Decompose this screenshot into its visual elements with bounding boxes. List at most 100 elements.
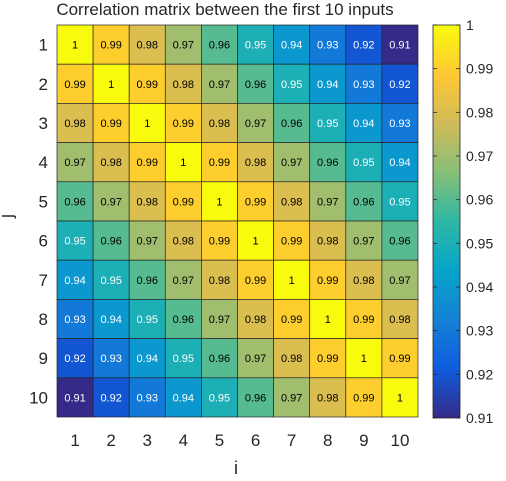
cell-value-label: 0.99 [389, 353, 410, 365]
cell-value-label: 0.99 [137, 157, 158, 169]
heatmap-cell [309, 338, 347, 379]
colorbar-tick-label: 1 [466, 17, 474, 33]
heatmap-cell [128, 220, 166, 261]
cell-value-label: 0.99 [317, 353, 338, 365]
heatmap-cell [92, 377, 130, 418]
heatmap-cell [345, 103, 383, 143]
cell-value-label: 0.92 [64, 353, 85, 365]
cell-value-label: 0.99 [281, 236, 302, 248]
cell-value-label: 0.95 [353, 157, 374, 169]
cell-value-label: 0.99 [317, 275, 338, 287]
cell-value-label: 0.97 [389, 275, 410, 287]
cell-value-label: 0.96 [100, 236, 121, 248]
heatmap-cell [164, 299, 202, 339]
cell-value-label: 0.97 [173, 275, 194, 287]
cell-value-label: 0.94 [281, 40, 302, 52]
x-tick-label: 1 [70, 431, 79, 450]
heatmap-cell [273, 142, 311, 183]
colorbar-tick-label: 0.91 [466, 410, 493, 426]
cell-value-label: 0.98 [64, 118, 85, 130]
heatmap-cell [56, 24, 94, 65]
heatmap-cell [128, 377, 166, 418]
cell-value-label: 0.99 [209, 236, 230, 248]
heatmap-cell [128, 24, 166, 65]
cell-value-label: 0.98 [317, 236, 338, 248]
y-tick-label: 2 [39, 75, 48, 94]
cell-value-label: 1 [108, 79, 114, 91]
heatmap-cell [164, 259, 202, 300]
heatmap-cell [309, 103, 347, 143]
cell-value-label: 0.97 [281, 392, 302, 404]
cell-value-label: 0.92 [353, 40, 374, 52]
heatmap-cell [273, 103, 311, 143]
cell-value-label: 0.96 [353, 196, 374, 208]
x-tick-label: 9 [359, 431, 368, 450]
heatmap-cell [56, 220, 94, 261]
cell-value-label: 0.96 [245, 392, 266, 404]
cell-value-label: 0.98 [245, 314, 266, 326]
cell-value-label: 0.96 [245, 79, 266, 91]
cell-value-label: 0.97 [173, 40, 194, 52]
heatmap-cell [309, 259, 347, 300]
cell-value-label: 0.97 [245, 118, 266, 130]
y-tick-label: 9 [39, 349, 48, 368]
cell-value-label: 0.99 [173, 196, 194, 208]
cell-value-label: 0.97 [245, 353, 266, 365]
cell-value-label: 0.96 [64, 196, 85, 208]
heatmap-cell [164, 63, 202, 104]
heatmap-cell [92, 103, 130, 143]
heatmap-cell [237, 63, 274, 104]
y-axis-label: j [0, 214, 16, 219]
x-tick-label: 3 [143, 431, 152, 450]
cell-value-label: 0.95 [209, 392, 230, 404]
cell-value-label: 0.97 [209, 314, 230, 326]
cell-value-label: 0.98 [100, 157, 121, 169]
heatmap-cell [92, 63, 130, 104]
cell-value-label: 0.91 [389, 40, 410, 52]
heatmap-cell [345, 181, 383, 222]
cell-value-label: 0.98 [173, 79, 194, 91]
cell-value-label: 0.96 [389, 236, 410, 248]
heatmap-cell [237, 259, 274, 300]
cell-value-label: 0.94 [317, 79, 338, 91]
heatmap-cell [128, 103, 166, 143]
heatmap-cell [381, 259, 419, 300]
heatmap-cell [201, 377, 238, 418]
cell-value-label: 0.95 [137, 314, 158, 326]
cell-value-label: 0.93 [64, 314, 85, 326]
heatmap-cell [309, 181, 347, 222]
heatmap-cell [345, 259, 383, 300]
cell-value-label: 0.94 [389, 157, 410, 169]
cell-value-label: 1 [289, 275, 295, 287]
heatmap-cell [128, 338, 166, 379]
cell-value-label: 0.99 [245, 275, 266, 287]
x-tick-label: 8 [323, 431, 332, 450]
cell-value-label: 0.94 [173, 392, 194, 404]
cell-value-label: 1 [144, 118, 150, 130]
heatmap-cell [381, 24, 419, 65]
colorbar [432, 24, 461, 419]
heatmap-cell [345, 220, 383, 261]
heatmap-cell [237, 377, 274, 418]
cell-value-label: 0.98 [389, 314, 410, 326]
cell-value-label: 0.93 [389, 118, 410, 130]
cell-value-label: 0.99 [100, 118, 121, 130]
cell-value-label: 0.96 [137, 275, 158, 287]
heatmap-cell [273, 259, 311, 300]
heatmap-cell [273, 338, 311, 379]
heatmap-cell [381, 103, 419, 143]
heatmap-cell [309, 24, 347, 65]
heatmap-cell [128, 181, 166, 222]
cell-value-label: 0.96 [281, 118, 302, 130]
heatmap-cell [345, 338, 383, 379]
heatmap-cell [381, 181, 419, 222]
cell-value-label: 0.95 [173, 353, 194, 365]
heatmap-cell [309, 299, 347, 339]
heatmap-cell [273, 377, 311, 418]
cell-value-label: 1 [252, 236, 258, 248]
x-tick-label: 6 [251, 431, 260, 450]
heatmap-cell [381, 63, 419, 104]
cell-value-label: 0.95 [317, 118, 338, 130]
cell-value-label: 0.95 [64, 236, 85, 248]
